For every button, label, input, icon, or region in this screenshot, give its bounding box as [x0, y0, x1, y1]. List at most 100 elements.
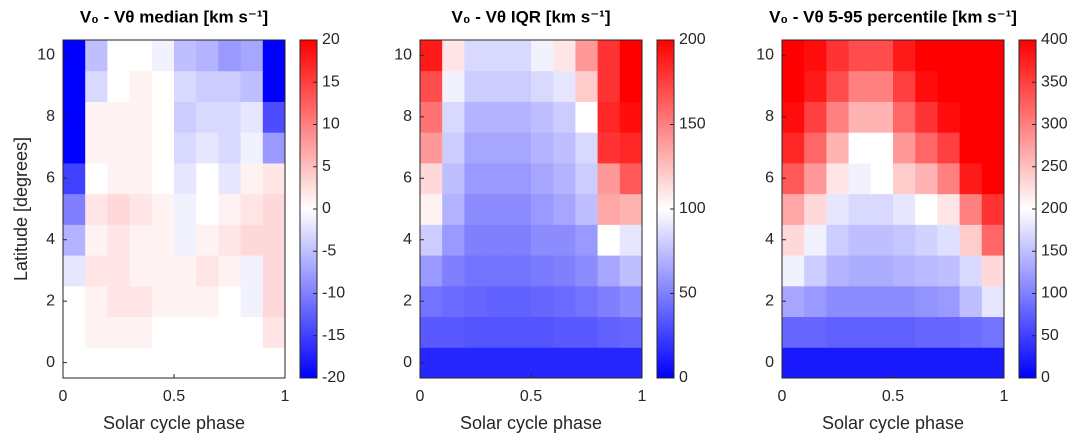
heatmap-cell: [826, 132, 850, 164]
heatmap-cell: [893, 101, 916, 133]
heatmap-cell: [848, 255, 872, 287]
heatmap-cell: [804, 162, 827, 195]
heatmap-cell: [848, 101, 872, 133]
heatmap-cell: [63, 40, 86, 72]
heatmap-cell: [870, 285, 894, 318]
heatmap-cell: [420, 162, 443, 195]
heatmap-cell: [531, 132, 554, 164]
heatmap-cell: [107, 162, 131, 195]
heatmap-cell: [531, 316, 554, 348]
heatmap-cell: [619, 316, 643, 348]
heatmap-cell: [508, 255, 532, 287]
heatmap-cell: [85, 347, 108, 379]
heatmap-cell: [63, 70, 86, 102]
heatmap-cell: [174, 347, 197, 379]
heatmap-cell: [420, 101, 443, 133]
heatmap-cell: [107, 255, 131, 287]
heatmap-cell: [597, 132, 621, 164]
heatmap-cell: [848, 347, 872, 379]
heatmap-cell: [218, 347, 242, 379]
y-tick-label: 10: [37, 47, 55, 64]
colorbar-tick-label: -5: [322, 242, 336, 259]
heatmap-cell: [870, 162, 894, 195]
heatmap-cell: [486, 193, 510, 225]
heatmap-cell: [85, 255, 108, 287]
heatmap-cell: [129, 40, 153, 72]
colorbar-tick-label: 0: [679, 369, 688, 386]
heatmap-cell: [196, 70, 219, 102]
heatmap-cell: [107, 40, 131, 72]
heatmap-cell: [597, 193, 621, 225]
chart-title: V₀ - Vθ 5-95 percentile [km s⁻¹]: [769, 7, 1017, 26]
y-tick-label: 8: [403, 108, 412, 125]
heatmap-cell: [553, 224, 576, 256]
y-tick-label: 4: [403, 231, 412, 248]
heatmap-cell: [915, 316, 938, 348]
heatmap-cell: [442, 70, 465, 102]
heatmap-cell: [196, 316, 219, 348]
y-tick-label: 2: [46, 292, 55, 309]
heatmap-cell: [151, 347, 175, 379]
heatmap-cell: [262, 316, 286, 348]
heatmap-cell: [174, 193, 197, 225]
heatmap-cell: [262, 101, 286, 133]
heatmap-cell: [151, 162, 175, 195]
heatmap-cell: [619, 40, 643, 72]
heatmap-cell: [174, 70, 197, 102]
heatmap-cell: [619, 162, 643, 195]
y-tick-label: 6: [46, 169, 55, 186]
heatmap-cell: [575, 285, 599, 318]
heatmap-cell: [420, 316, 443, 348]
heatmap-cell: [486, 285, 510, 318]
colorbar-tick-label: 0: [322, 200, 331, 217]
heatmap-cell: [553, 132, 576, 164]
heatmap-cell: [486, 40, 510, 72]
heatmap-cell: [129, 162, 153, 195]
heatmap-cell: [464, 162, 488, 195]
heatmap-cell: [870, 224, 894, 256]
heatmap-cell: [262, 193, 286, 225]
colorbar-tick-label: 15: [322, 73, 340, 90]
heatmap-cell: [959, 224, 983, 256]
heatmap-cell: [870, 101, 894, 133]
heatmap-cell: [575, 255, 599, 287]
heatmap-cell: [937, 101, 961, 133]
heatmap-cell: [981, 316, 1005, 348]
heatmap-cell: [826, 285, 850, 318]
colorbar-tick-label: 150: [1041, 242, 1067, 259]
heatmap-cell: [218, 255, 242, 287]
heatmap-cell: [442, 193, 465, 225]
heatmap-cell: [619, 132, 643, 164]
heatmap-cell: [218, 162, 242, 195]
colorbar-tick-label: 100: [679, 200, 706, 217]
heatmap-cell: [486, 132, 510, 164]
heatmap-cell: [508, 316, 532, 348]
y-tick-label: 0: [765, 354, 774, 371]
heatmap-cell: [782, 70, 805, 102]
heatmap-cell: [174, 162, 197, 195]
heatmap-cell: [553, 40, 576, 72]
heatmap-cell: [442, 101, 465, 133]
heatmap-cell: [531, 101, 554, 133]
heatmap-cell: [870, 132, 894, 164]
x-tick-label: 0.5: [882, 388, 904, 405]
heatmap-cell: [848, 285, 872, 318]
heatmap-cell: [85, 101, 108, 133]
heatmap-cell: [420, 70, 443, 102]
x-tick-label: 1: [1000, 388, 1009, 405]
heatmap-cell: [848, 162, 872, 195]
heatmap-cell: [262, 255, 286, 287]
colorbar-tick-label: 0: [1041, 369, 1050, 386]
heatmap-cell: [508, 40, 532, 72]
colorbar-tick-label: 300: [1041, 116, 1067, 133]
heatmap-cell: [486, 224, 510, 256]
heatmap-cell: [531, 193, 554, 225]
heatmap-cell: [420, 255, 443, 287]
heatmap-cell: [262, 224, 286, 256]
heatmap-cell: [804, 316, 827, 348]
heatmap-cell: [218, 101, 242, 133]
heatmap-cell: [129, 132, 153, 164]
heatmap-cell: [486, 255, 510, 287]
heatmap-cell: [151, 101, 175, 133]
heatmap-cell: [782, 162, 805, 195]
